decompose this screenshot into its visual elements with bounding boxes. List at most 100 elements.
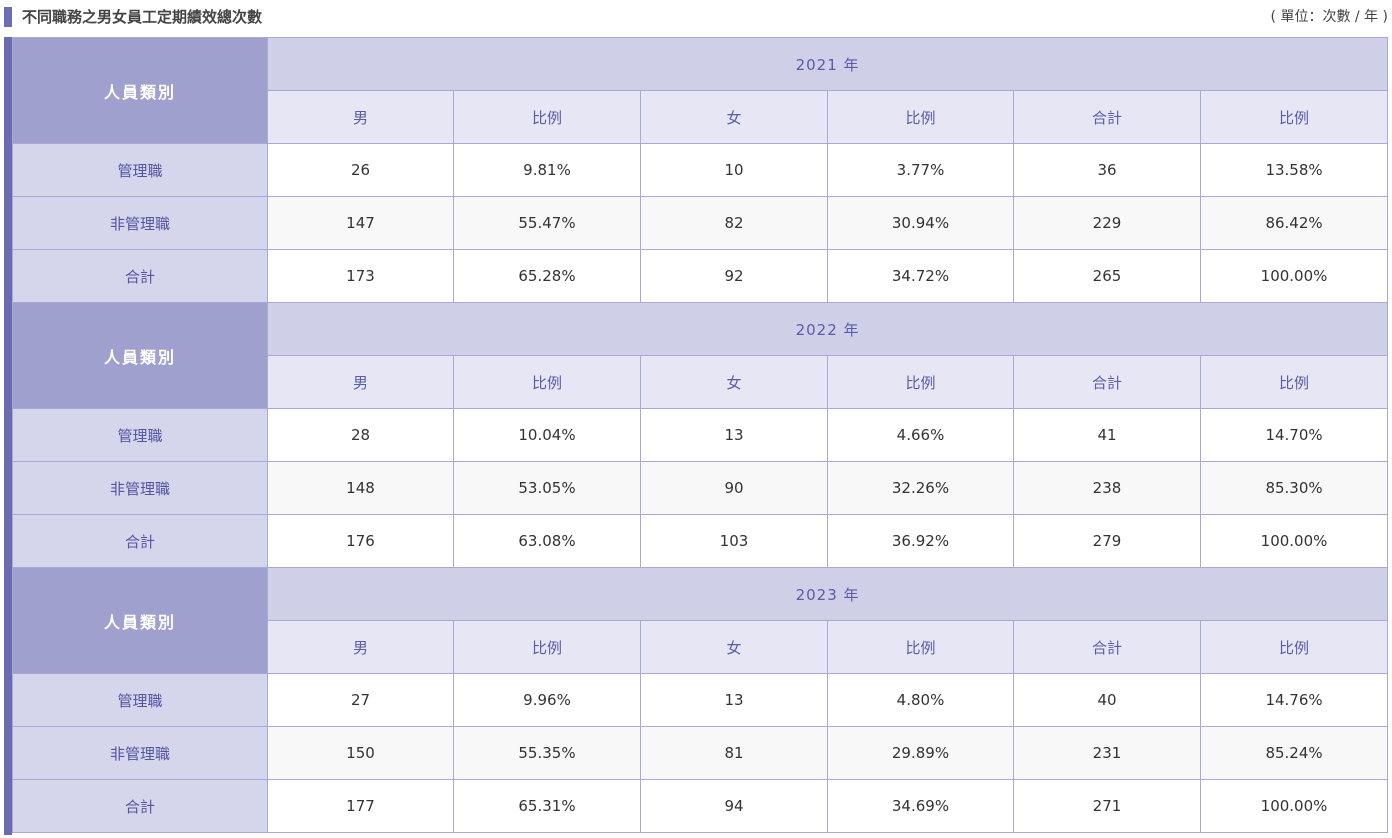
row-label: 管理職 [12,408,268,462]
column-header: 女 [640,355,828,409]
table-accent-bar [4,37,12,835]
data-cell: 14.70% [1199,408,1389,462]
data-cell: 100.00% [1199,249,1389,303]
column-header: 比例 [453,355,641,409]
table-row: 合計 177 65.31% 94 34.69% 271 100.00% [12,779,1389,833]
data-cell: 173 [267,249,454,303]
year-header: 2023 年 [266,567,1389,621]
data-cell: 26 [267,143,454,197]
column-header: 合計 [1013,90,1201,144]
data-cell: 14.76% [1199,673,1389,727]
year-header: 2022 年 [266,302,1389,356]
column-header-row: 男比例女比例 合計 比例 [13,355,1389,409]
data-cell: 100.00% [1199,779,1389,833]
data-cell: 65.28% [453,249,641,303]
column-header: 比例 [827,355,1014,409]
data-cell: 85.24% [1199,726,1389,780]
table-row: 管理職 28 10.04% 13 4.66% 41 14.70% [12,408,1389,462]
data-cell: 103 [640,514,828,568]
column-header: 男 [267,90,454,144]
data-cell: 148 [267,461,454,515]
row-label: 非管理職 [12,726,268,780]
title-bar: 不同職務之男女員工定期績效總次數 ( 單位：次數 / 年 ) [4,0,1388,36]
data-cell: 10 [640,143,828,197]
data-cell: 13.58% [1199,143,1389,197]
data-cell: 55.35% [453,726,641,780]
performance-table: 人員類別 2021 年男比例女比例 合計 比例 管理職 26 9.81% 10 3.77% 36 1… [12,37,1389,833]
column-header: 合計 [1013,355,1201,409]
data-cell: 265 [1013,249,1201,303]
data-cell: 231 [1013,726,1201,780]
table-row: 合計 176 63.08% 103 36.92% 279 100.00% [12,514,1389,568]
data-cell: 32.26% [827,461,1014,515]
data-cell: 4.80% [827,673,1014,727]
column-header: 比例 [1199,620,1389,674]
data-cell: 55.47% [453,196,641,250]
column-header: 比例 [453,90,641,144]
column-header: 男 [267,620,454,674]
data-cell: 63.08% [453,514,641,568]
unit-label: ( 單位：次數 / 年 ) [1270,9,1388,25]
table-row: 合計 173 65.28% 92 34.72% 265 100.00% [12,249,1389,303]
title-accent-bar [4,7,12,27]
row-label: 非管理職 [12,196,268,250]
data-cell: 13 [640,673,828,727]
data-cell: 34.72% [827,249,1014,303]
table-row: 非管理職 148 53.05% 90 32.26% 238 85.30% [12,461,1389,515]
row-label: 合計 [12,779,268,833]
data-cell: 92 [640,249,828,303]
category-header: 人員類別 [12,37,268,144]
data-cell: 3.77% [827,143,1014,197]
data-cell: 36 [1013,143,1201,197]
column-header: 比例 [827,620,1014,674]
year-header: 2021 年 [266,37,1389,91]
data-cell: 85.30% [1199,461,1389,515]
page-title: 不同職務之男女員工定期績效總次數 [22,8,263,26]
row-label: 合計 [12,249,268,303]
column-header: 合計 [1013,620,1201,674]
column-header: 比例 [827,90,1014,144]
year-header-row: 人員類別 2021 年 [12,37,1389,144]
data-cell: 82 [640,196,828,250]
row-label: 管理職 [12,143,268,197]
data-cell: 30.94% [827,196,1014,250]
data-cell: 27 [267,673,454,727]
data-cell: 81 [640,726,828,780]
data-cell: 4.66% [827,408,1014,462]
table-row: 管理職 27 9.96% 13 4.80% 40 14.76% [12,673,1389,727]
row-label: 管理職 [12,673,268,727]
year-header-row: 人員類別 2022 年 [12,302,1389,409]
column-header: 男 [267,355,454,409]
year-header-row: 人員類別 2023 年 [12,567,1389,674]
data-cell: 53.05% [453,461,641,515]
data-cell: 94 [640,779,828,833]
column-header-row: 男比例女比例 合計 比例 [13,90,1389,144]
row-label: 合計 [12,514,268,568]
data-cell: 34.69% [827,779,1014,833]
data-cell: 229 [1013,196,1201,250]
data-cell: 150 [267,726,454,780]
column-header: 女 [640,90,828,144]
table-row: 非管理職 150 55.35% 81 29.89% 231 85.24% [12,726,1389,780]
column-header-row: 男比例女比例 合計 比例 [13,620,1389,674]
data-cell: 65.31% [453,779,641,833]
data-cell: 90 [640,461,828,515]
data-cell: 36.92% [827,514,1014,568]
data-cell: 271 [1013,779,1201,833]
table-row: 非管理職 147 55.47% 82 30.94% 229 86.42% [12,196,1389,250]
data-cell: 10.04% [453,408,641,462]
data-cell: 28 [267,408,454,462]
data-cell: 177 [267,779,454,833]
column-header: 比例 [1199,355,1389,409]
data-cell: 238 [1013,461,1201,515]
data-cell: 176 [267,514,454,568]
performance-table-container: 人員類別 2021 年男比例女比例 合計 比例 管理職 26 9.81% 10 3.77% 36 1… [4,37,1389,835]
column-header: 女 [640,620,828,674]
data-cell: 100.00% [1199,514,1389,568]
column-header: 比例 [453,620,641,674]
data-cell: 147 [267,196,454,250]
data-cell: 41 [1013,408,1201,462]
table-row: 管理職 26 9.81% 10 3.77% 36 13.58% [12,143,1389,197]
data-cell: 9.81% [453,143,641,197]
data-cell: 86.42% [1199,196,1389,250]
